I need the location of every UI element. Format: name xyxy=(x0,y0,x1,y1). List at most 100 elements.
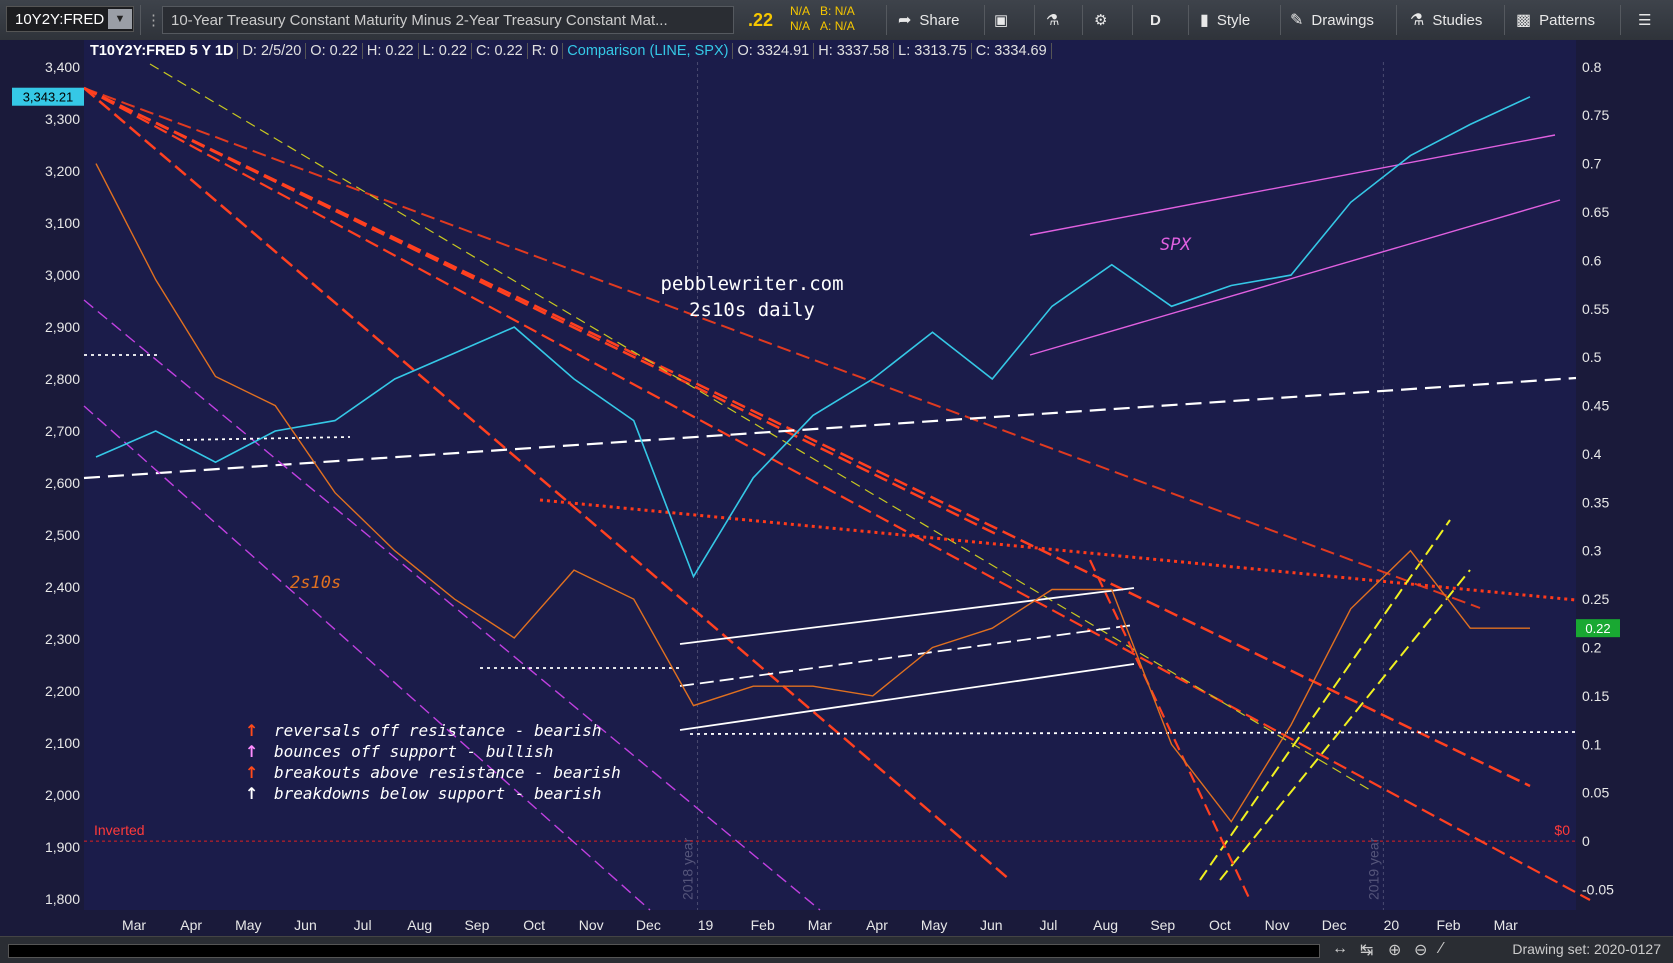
studies-icon: ⚗ xyxy=(1410,12,1425,29)
period-button[interactable]: D xyxy=(1150,11,1161,29)
style-label: Style xyxy=(1216,11,1251,29)
left-tick-label: 3,200 xyxy=(45,163,80,179)
fit-icon[interactable]: ↹ xyxy=(1360,942,1374,959)
x-tick-label: Oct xyxy=(523,917,545,933)
trend-line xyxy=(83,405,651,911)
zero-label: $0 xyxy=(1554,822,1570,838)
trend-line xyxy=(83,87,1481,609)
header-comparison[interactable]: Comparison (LINE, SPX) xyxy=(563,43,734,59)
zoom-out-icon[interactable]: ⊖ xyxy=(1414,942,1428,959)
bottom-bar: ↔ ↹ ⊕ ⊖ ∕ Drawing set: 2020-0127 xyxy=(0,936,1673,963)
x-tick-label: May xyxy=(921,917,947,933)
x-tick-label: Feb xyxy=(751,917,775,933)
left-tick-label: 2,900 xyxy=(45,319,80,335)
last-value: .22 xyxy=(748,9,774,30)
legend-arrow: ↑ xyxy=(245,763,258,782)
flask-icon: ⚗ xyxy=(1046,12,1060,29)
right-tick-label: 0.7 xyxy=(1582,156,1602,172)
time-scrollbar[interactable] xyxy=(8,944,1320,958)
left-tick-label: 3,000 xyxy=(45,267,80,283)
spx-annotation: SPX xyxy=(1160,235,1192,255)
trend-line xyxy=(149,63,1371,791)
header-c-low: L: 3313.75 xyxy=(894,43,972,59)
left-tick-label: 2,000 xyxy=(45,787,80,803)
header-symbol: T10Y2Y:FRED 5 Y 1D xyxy=(86,43,239,59)
flask-button[interactable]: ⚗ xyxy=(1046,0,1059,40)
drawings-button[interactable]: ✎ Drawings xyxy=(1290,0,1374,40)
left-tick-label: 2,700 xyxy=(45,423,80,439)
trend-line xyxy=(1029,134,1556,236)
legend-arrow: ↑ xyxy=(245,742,258,761)
snapshot-button[interactable]: ▣ xyxy=(994,0,1008,40)
draw-line-icon[interactable]: ∕ xyxy=(1440,940,1443,957)
left-tick-label: 2,300 xyxy=(45,631,80,647)
right-tick-label: 0.15 xyxy=(1582,688,1609,704)
x-tick-label: Mar xyxy=(122,917,146,933)
patterns-icon: ▩ xyxy=(1516,12,1532,29)
symbol-dropdown-icon[interactable]: ▼ xyxy=(108,9,132,29)
right-tick-label: 0.4 xyxy=(1582,446,1602,462)
trend-line xyxy=(83,87,1591,901)
trend-line xyxy=(679,587,1135,645)
left-tick-label: 1,800 xyxy=(45,891,80,907)
style-button[interactable]: ▮ Style xyxy=(1200,0,1250,40)
patterns-button[interactable]: ▩ Patterns xyxy=(1516,0,1595,40)
chart-area[interactable]: 3,400 3,300 3,200 3,100 3,000 2,900 2,800 2,700… xyxy=(0,40,1673,936)
pan-icon[interactable]: ↔ xyxy=(1332,940,1348,957)
legend-entry: breakouts above resistance - bearish xyxy=(274,763,621,782)
header-c-high: H: 3337.58 xyxy=(814,43,895,59)
chart-subtitle: 2s10s daily xyxy=(689,299,815,321)
header-close: C: 0.22 xyxy=(472,43,528,59)
trend-line xyxy=(679,663,1135,731)
right-tick-label: 0.3 xyxy=(1582,543,1602,559)
legend-entry: breakdowns below support - bearish xyxy=(274,784,602,803)
x-tick-label: Apr xyxy=(866,917,888,933)
right-tick-label: 0.25 xyxy=(1582,591,1609,607)
x-tick-label: Sep xyxy=(1150,917,1175,933)
legend-entry: reversals off resistance - bearish xyxy=(274,721,602,740)
spx-last-label: 3,343.21 xyxy=(23,90,74,105)
left-tick-label: 3,400 xyxy=(45,59,80,75)
ask-value: A: N/A xyxy=(820,19,855,33)
camera-icon: ▣ xyxy=(994,12,1009,29)
trend-line xyxy=(83,299,821,911)
x-tick-label: Jul xyxy=(1040,917,1058,933)
trend-line xyxy=(679,624,1135,687)
settings-button[interactable]: ⚙ xyxy=(1094,0,1107,40)
left-axis-background xyxy=(0,40,84,910)
x-tick-label: Jun xyxy=(980,917,1003,933)
drawings-label: Drawings xyxy=(1311,11,1374,29)
right-tick-label: 0.5 xyxy=(1582,349,1602,365)
right-tick-label: 0.6 xyxy=(1582,252,1602,268)
x-tick-label: 20 xyxy=(1384,917,1400,933)
bid-value: B: N/A xyxy=(820,4,855,18)
dots-icon[interactable]: ⋮ xyxy=(146,12,161,29)
share-button[interactable]: ➦ Share xyxy=(898,0,959,40)
trend-line xyxy=(1219,569,1471,881)
right-tick-label: 0.35 xyxy=(1582,494,1609,510)
year-label: 2018 year xyxy=(680,837,696,900)
header-c-open: O: 3324.91 xyxy=(733,43,815,59)
studies-button[interactable]: ⚗ Studies xyxy=(1410,0,1482,40)
menu-button[interactable]: ☰ xyxy=(1638,0,1651,40)
trend-line xyxy=(83,376,1577,480)
right-tick-label: 0.2 xyxy=(1582,640,1602,656)
x-tick-label: Dec xyxy=(1322,917,1347,933)
right-tick-label: 0.75 xyxy=(1582,107,1609,123)
top-toolbar: 10Y2Y:FRED ▼ ⋮ 10-Year Treasury Constant… xyxy=(0,0,1673,41)
x-tick-label: 19 xyxy=(698,917,714,933)
instrument-title: 10-Year Treasury Constant Maturity Minus… xyxy=(162,6,734,34)
header-low: L: 0.22 xyxy=(419,43,472,59)
trend-line xyxy=(83,87,1011,881)
x-tick-label: Mar xyxy=(1494,917,1518,933)
spread-line xyxy=(95,163,1530,823)
year-label: 2019 year xyxy=(1365,837,1381,900)
x-tick-label: Nov xyxy=(1265,917,1290,933)
x-tick-label: Feb xyxy=(1436,917,1460,933)
left-tick-label: 2,500 xyxy=(45,527,80,543)
legend-arrow: ↑ xyxy=(245,721,258,740)
trend-line xyxy=(539,498,1577,602)
zoom-in-icon[interactable]: ⊕ xyxy=(1388,942,1402,959)
right-tick-label: 0.05 xyxy=(1582,785,1609,801)
